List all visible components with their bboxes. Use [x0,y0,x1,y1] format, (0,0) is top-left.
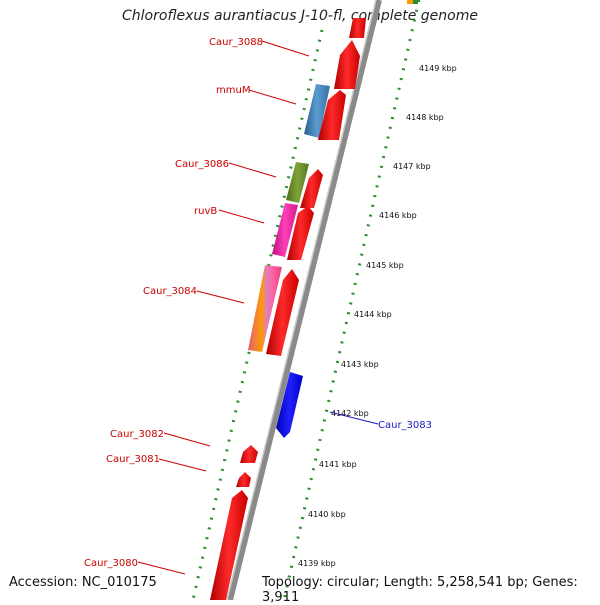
gene-arrow-mmuM [318,90,346,140]
gene-block-top-green [413,0,418,4]
gene-label-mmuM[interactable]: mmuM [216,85,250,96]
gene-label-caur-3080[interactable]: Caur_3080 [84,558,138,569]
gene-block-top-red [349,18,366,38]
kbp-tick-label: 4148 kbp [406,113,444,122]
genome-stats-label: Topology: circular; Length: 5,258,541 bp… [262,575,578,605]
kbp-tick-label: 4147 kbp [393,162,431,171]
gene-label-caur-3084[interactable]: Caur_3084 [143,286,197,297]
kbp-tick-label: 4143 kbp [341,360,379,369]
leader-caur-3088 [261,40,310,57]
gene-arrow-caur-3080 [210,490,248,600]
kbp-tick-label: 4142 kbp [331,409,369,418]
kbp-tick-label: 4140 kbp [308,510,346,519]
leader-caur-3082 [163,432,211,447]
kbp-tick-label: 4146 kbp [379,211,417,220]
gene-label-caur-3086[interactable]: Caur_3086 [175,159,229,170]
accession-label: Accession: NC_010175 [9,575,157,590]
gene-arrow-ruvB [287,206,314,260]
gene-arrow-caur-3084 [266,269,299,356]
gene-arrow-caur-3082 [240,445,258,463]
kbp-tick-label: 4149 kbp [419,64,457,73]
gene-arrow-caur-3086 [300,169,323,208]
kbp-tick-label: 4144 kbp [354,310,392,319]
gene-block-top-orange [407,0,413,4]
gene-label-ruvB[interactable]: ruvB [194,206,217,217]
gene-block-mmuM [304,84,330,138]
gene-arrow-caur-3083 [276,372,303,438]
leader-caur-3086 [228,162,277,178]
gene-arrow-caur-3081 [236,472,251,487]
genome-backbone [227,0,382,600]
map-title: Chloroflexus aurantiacus J-10-fl, comple… [122,8,478,24]
gene-block-caur-3084 [248,265,282,352]
gene-label-caur-3088[interactable]: Caur_3088 [209,37,263,48]
leader-caur-3084 [196,290,245,304]
leader-caur-3083 [329,411,379,425]
leader-caur-3080 [137,561,186,575]
gene-label-caur-3083[interactable]: Caur_3083 [378,420,432,431]
genome-backbone-highlight [226,0,377,600]
gene-block-caur-3086 [286,162,309,203]
kbp-tick-label: 4139 kbp [298,559,336,568]
gene-arrow-caur-3088 [334,40,360,89]
kbp-tick-label: 4145 kbp [366,261,404,270]
kbp-tick-label: 4141 kbp [319,460,357,469]
gene-label-caur-3082[interactable]: Caur_3082 [110,429,164,440]
gene-block-ruvB [272,203,298,257]
gene-label-caur-3081[interactable]: Caur_3081 [106,454,160,465]
leader-ruvB [218,209,265,224]
leader-mmuM [248,89,297,105]
leader-caur-3081 [158,458,207,472]
